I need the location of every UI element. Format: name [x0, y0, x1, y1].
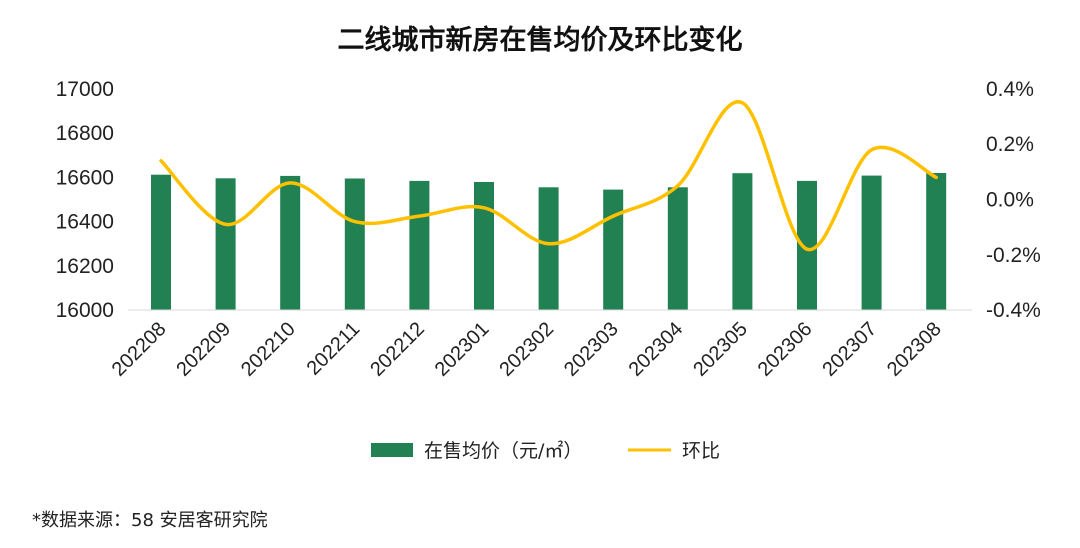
bar-202211 — [344, 178, 365, 310]
left-tick-label: 16000 — [56, 299, 114, 322]
x-tick-label: 202305 — [689, 318, 752, 381]
bar-202210 — [280, 175, 301, 310]
x-axis: 202208 202209 202210 202211 202212 202301 2023… — [108, 309, 972, 381]
bar-202307 — [861, 175, 882, 310]
x-tick-label: 202304 — [625, 318, 688, 381]
right-tick-label: -0.4% — [986, 299, 1041, 322]
left-tick-label: 17000 — [56, 78, 114, 101]
x-tick-label: 202209 — [172, 318, 235, 381]
x-tick-label: 202211 — [303, 318, 365, 380]
right-tick-label: -0.2% — [986, 244, 1041, 267]
x-tick-label: 202303 — [560, 318, 623, 381]
x-tick-label: 202210 — [237, 318, 300, 381]
source-note: *数据来源：58 安居客研究院 — [32, 510, 268, 531]
legend-bar-swatch — [371, 443, 413, 457]
bar-202305 — [732, 173, 753, 310]
right-tick-label: 0.2% — [986, 133, 1034, 156]
left-tick-label: 16800 — [56, 122, 114, 145]
x-tick-label: 202307 — [818, 318, 881, 381]
line-series — [159, 100, 938, 252]
x-tick-label: 202208 — [108, 318, 171, 381]
chart-title: 二线城市新房在售均价及环比变化 — [338, 24, 743, 56]
bar-202212 — [409, 180, 430, 310]
bar-202208 — [151, 174, 171, 310]
legend-bar-label: 在售均价（元/㎡） — [424, 439, 582, 462]
x-tick-label: 202308 — [883, 318, 946, 381]
x-tick-label: 202212 — [366, 318, 429, 381]
x-tick-label: 202302 — [495, 318, 558, 381]
bar-202308 — [926, 173, 947, 310]
x-tick-label: 202301 — [431, 318, 494, 381]
bar-202209 — [215, 178, 236, 310]
left-y-axis: 16000 16200 16400 16600 16800 17000 — [56, 78, 114, 322]
right-tick-label: 0.4% — [986, 78, 1034, 101]
mom-change-line — [159, 100, 938, 252]
bar-202301 — [474, 182, 494, 310]
x-tick-label: 202306 — [754, 318, 817, 381]
right-tick-label: 0.0% — [986, 189, 1034, 212]
bar-202304 — [667, 187, 688, 310]
right-y-axis: -0.4% -0.2% 0.0% 0.2% 0.4% — [986, 78, 1041, 322]
left-tick-label: 16600 — [56, 166, 114, 189]
legend: 在售均价（元/㎡） 环比 — [371, 439, 720, 462]
bar-series — [151, 173, 947, 310]
legend-line-label: 环比 — [682, 440, 720, 462]
bar-202306 — [797, 180, 817, 310]
bar-202303 — [603, 189, 624, 310]
left-tick-label: 16400 — [56, 211, 114, 234]
bar-202302 — [538, 187, 559, 310]
left-tick-label: 16200 — [56, 255, 114, 278]
